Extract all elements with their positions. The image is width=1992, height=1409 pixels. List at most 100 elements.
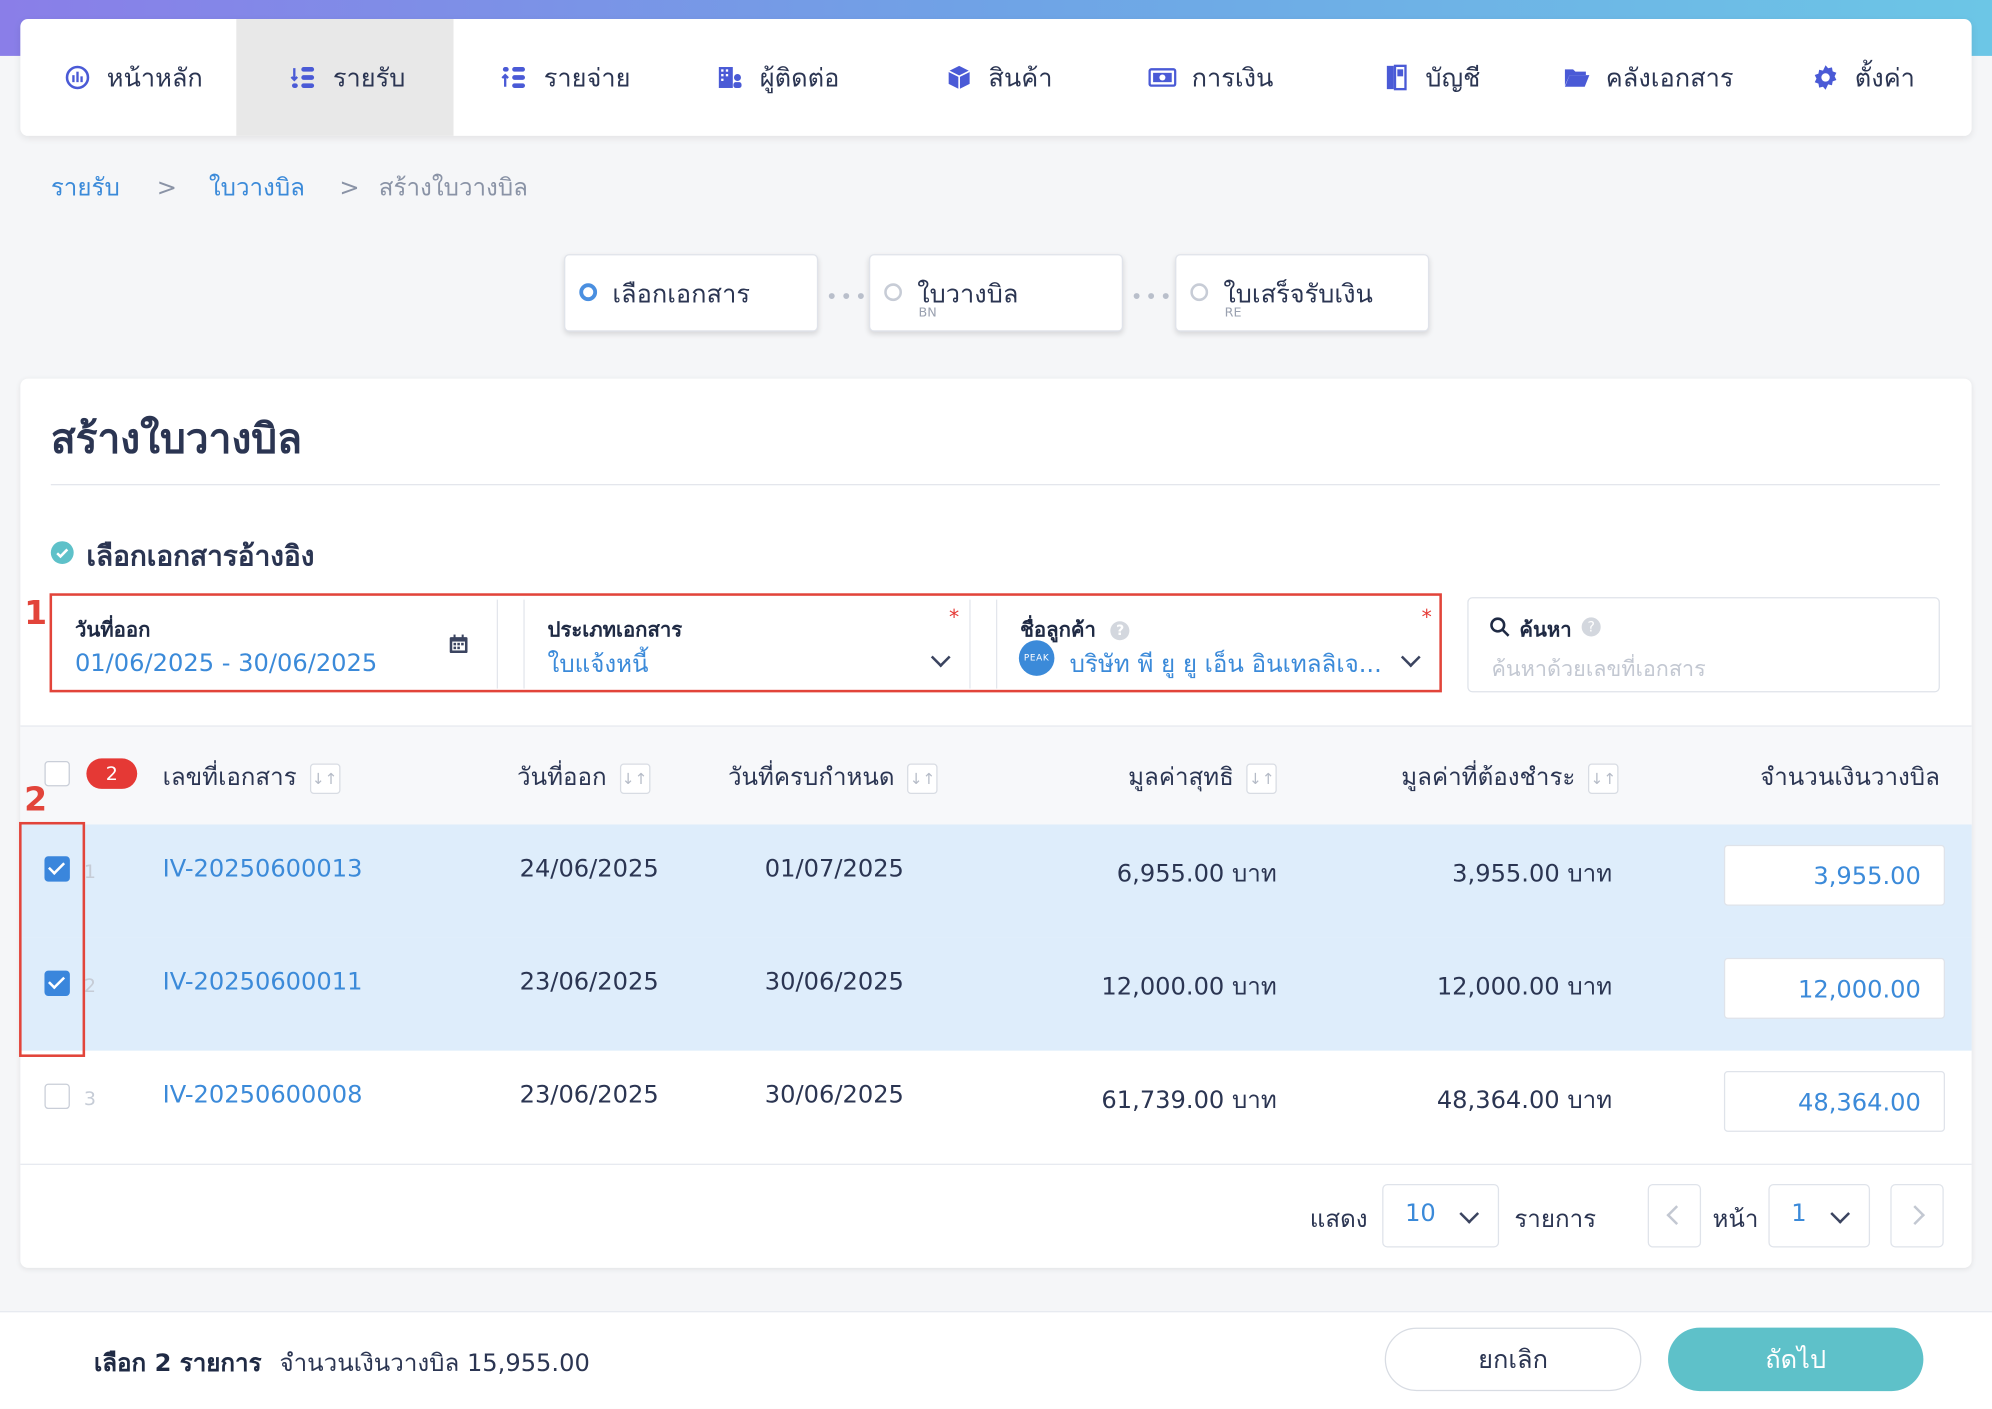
page-value: 1 (1791, 1199, 1807, 1228)
bill-amount-input[interactable]: 3,955.00 (1723, 844, 1945, 906)
nav-item-accounting[interactable]: บัญชี (1382, 19, 1534, 136)
chevron-down-icon (1830, 1203, 1851, 1224)
nav-item-contacts[interactable]: ผู้ติดต่อ (717, 19, 908, 136)
document-type-label: ประเภทเอกสาร (547, 617, 683, 642)
select-all-checkbox[interactable] (44, 760, 70, 787)
table-row[interactable] (20, 937, 1972, 1051)
date-range-filter[interactable]: วันที่ออก 01/06/2025 - 30/06/2025 (52, 597, 497, 691)
row-checkbox[interactable] (44, 970, 70, 996)
bill-amount-input[interactable]: 12,000.00 (1723, 957, 1945, 1019)
column-header-outstanding[interactable]: มูลค่าที่ต้องชำระ ↓↑ (1401, 758, 1619, 796)
help-icon[interactable]: ? (1581, 617, 1601, 637)
table-bottom-divider (20, 1163, 1972, 1165)
calendar-icon[interactable] (448, 634, 468, 654)
breadcrumb-current: สร้างใบวางบิล (378, 174, 528, 202)
nav-item-label: คลังเอกสาร (1605, 62, 1734, 93)
money-icon (1148, 68, 1177, 87)
column-header-label: จำนวนเงินวางบิล (1760, 763, 1940, 792)
step-label: ใบวางบิล (917, 278, 1019, 309)
breadcrumb-billing-link[interactable]: ใบวางบิล (208, 174, 305, 202)
due-date-cell: 30/06/2025 (764, 1081, 904, 1110)
show-label: แสดง (1309, 1205, 1368, 1234)
customer-avatar: PEAK (1018, 640, 1055, 676)
nav-item-dashboard[interactable]: หน้าหลัก (64, 19, 255, 136)
sort-icon[interactable]: ↓↑ (309, 762, 340, 794)
sort-icon[interactable]: ↓↑ (619, 762, 650, 794)
nav-item-label: ผู้ติดต่อ (759, 62, 840, 93)
row-checkbox[interactable] (44, 856, 70, 882)
gear-icon (1814, 65, 1837, 90)
nav-item-finance[interactable]: การเงิน (1148, 19, 1326, 136)
document-type-value: ใบแจ้งหนี้ (547, 650, 649, 679)
next-page-button[interactable] (1890, 1184, 1944, 1248)
step-select-documents: เลือกเอกสาร (564, 254, 819, 332)
nav-item-products[interactable]: สินค้า (945, 19, 1110, 136)
nav-item-documents[interactable]: คลังเอกสาร (1563, 19, 1792, 136)
sort-icon[interactable]: ↓↑ (907, 762, 938, 794)
column-header-net-value[interactable]: มูลค่าสุทธิ ↓↑ (1128, 758, 1278, 796)
row-index: 2 (83, 974, 96, 998)
bill-total-text: จำนวนเงินวางบิล 15,955.00 (279, 1349, 590, 1378)
filter-divider (969, 599, 971, 689)
check-circle-icon (50, 541, 74, 565)
breadcrumb-income-link[interactable]: รายรับ (50, 174, 120, 202)
column-header-due-date[interactable]: วันที่ครบกำหนด ↓↑ (728, 758, 938, 796)
sort-icon[interactable]: ↓↑ (1246, 762, 1278, 794)
column-header-label: มูลค่าที่ต้องชำระ (1401, 763, 1576, 792)
required-marker: * (1421, 604, 1432, 629)
next-button[interactable]: ถัดไป (1668, 1327, 1924, 1392)
step-billing-note: ใบวางบิล BN (868, 254, 1124, 332)
product-box-icon (948, 65, 970, 90)
document-number-link[interactable]: IV-20250600008 (162, 1081, 363, 1110)
expense-icon (501, 67, 525, 88)
page-select[interactable]: 1 (1768, 1184, 1871, 1248)
row-index: 3 (83, 1087, 96, 1111)
search-input[interactable]: ค้นหาด้วยเลขที่เอกสาร (1491, 656, 1706, 683)
document-number-link[interactable]: IV-20250600013 (162, 854, 363, 883)
row-checkbox[interactable] (44, 1083, 70, 1110)
section-title: เลือกเอกสารอ้างอิง (86, 541, 315, 573)
search-label: ค้นหา (1519, 617, 1572, 642)
annotation-label-2: 2 (24, 781, 48, 820)
column-header-doc-no[interactable]: เลขที่เอกสาร ↓↑ (163, 758, 340, 796)
contacts-icon (718, 67, 742, 88)
column-header-issue-date[interactable]: วันที่ออก ↓↑ (517, 758, 650, 796)
nav-item-label: บัญชี (1425, 62, 1481, 93)
breadcrumb-separator: > (156, 174, 177, 202)
nav-item-settings[interactable]: ตั้งค่า (1812, 19, 1964, 136)
nav-item-label: หน้าหลัก (106, 62, 203, 93)
selected-items-text: เลือก 2 รายการ (94, 1349, 262, 1378)
net-value-cell: 12,000.00 บาท (1101, 973, 1277, 1002)
cancel-button[interactable]: ยกเลิก (1384, 1327, 1642, 1392)
breadcrumb-separator: > (339, 174, 360, 202)
column-header-label: เลขที่เอกสาร (162, 763, 297, 792)
search-box[interactable]: ค้นหา ? ค้นหาด้วยเลขที่เอกสาร (1467, 597, 1940, 693)
document-number-link[interactable]: IV-20250600011 (162, 968, 363, 996)
prev-page-button[interactable] (1647, 1184, 1702, 1248)
document-type-select[interactable]: ประเภทเอกสาร * ใบแจ้งหนี้ (525, 597, 970, 691)
nav-item-income[interactable]: รายรับ (236, 19, 454, 136)
row-index: 1 (83, 860, 96, 883)
net-value-cell: 6,955.00 บาท (1116, 860, 1277, 889)
bill-amount-input[interactable]: 48,364.00 (1723, 1070, 1945, 1132)
page-label: หน้า (1712, 1205, 1759, 1234)
date-filter-label: วันที่ออก (74, 617, 151, 642)
outstanding-cell: 12,000.00 บาท (1436, 973, 1613, 1002)
nav-item-label: รายรับ (332, 62, 406, 93)
sort-icon[interactable]: ↓↑ (1588, 762, 1619, 794)
step-connector: ••• (825, 284, 870, 309)
chevron-left-icon (1666, 1205, 1687, 1226)
step-pending-indicator-icon (884, 283, 902, 302)
customer-label: ชื่อลูกค้า ? (1020, 615, 1130, 647)
net-value-cell: 61,739.00 บาท (1101, 1086, 1277, 1115)
income-icon (290, 67, 315, 88)
help-icon[interactable]: ? (1110, 621, 1130, 641)
dashboard-icon (65, 65, 90, 90)
step-receipt: ใบเสร็จรับเงิน RE (1175, 254, 1430, 332)
per-page-select[interactable]: 10 (1382, 1184, 1500, 1248)
nav-item-expense[interactable]: รายจ่าย (501, 19, 679, 136)
table-row[interactable] (20, 824, 1972, 938)
annotation-label-1: 1 (24, 594, 48, 633)
step-code: BN (918, 306, 937, 321)
customer-select[interactable]: ชื่อลูกค้า ? * PEAK บริษัท พี ยู ยู เอ็น… (997, 597, 1439, 691)
